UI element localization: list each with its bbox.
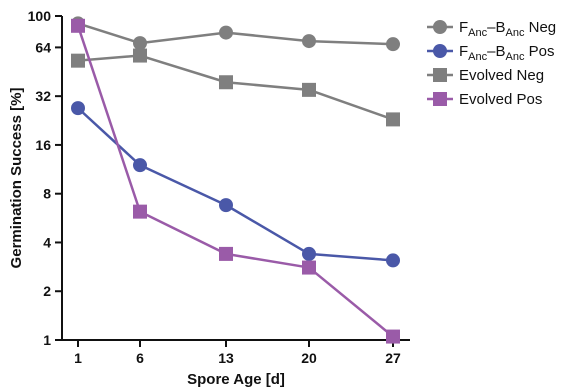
legend-subscript: Anc <box>506 27 525 39</box>
legend-label: FAnc–BAnc Pos <box>459 43 554 63</box>
legend-marker <box>433 92 447 106</box>
series-0 <box>71 16 400 52</box>
x-tick-label: 20 <box>301 350 317 366</box>
data-point <box>71 53 85 68</box>
legend-marker <box>433 68 447 82</box>
y-tick-label: 64 <box>35 39 51 55</box>
y-tick-label: 4 <box>43 234 51 250</box>
data-point <box>386 112 400 127</box>
legend-text-part: – <box>487 19 496 36</box>
legend-text-part: Pos <box>524 43 554 60</box>
x-tick-label: 6 <box>136 350 144 366</box>
legend-subscript: Anc <box>468 51 487 63</box>
legend-text-part: B <box>495 19 505 36</box>
data-point <box>386 37 400 52</box>
y-tick-label: 1 <box>43 332 51 348</box>
data-point <box>302 82 316 97</box>
x-tick-label: 1 <box>74 350 82 366</box>
plot-area <box>71 16 400 344</box>
legend-text-part: Neg <box>524 19 556 36</box>
legend-text-part: F <box>459 19 468 36</box>
series-3 <box>71 18 400 344</box>
data-point <box>219 198 233 213</box>
series-1 <box>71 101 400 268</box>
y-tick-label: 16 <box>35 137 51 153</box>
legend-marker <box>433 20 447 34</box>
data-point <box>219 75 233 90</box>
x-ticks: 1 6 13 20 27 <box>74 340 401 366</box>
data-point <box>71 101 85 116</box>
legend-label: Evolved Pos <box>459 91 542 108</box>
data-point <box>219 25 233 40</box>
y-tick-label: 100 <box>28 8 52 24</box>
series-2 <box>71 48 400 127</box>
legend-text-part: B <box>495 43 505 60</box>
legend-text-part: – <box>487 43 496 60</box>
series-line <box>76 25 394 338</box>
data-point <box>219 246 233 261</box>
axes <box>61 16 410 341</box>
data-point <box>302 260 316 275</box>
data-point <box>386 253 400 268</box>
legend-subscript: Anc <box>468 27 487 39</box>
legend-text-part: F <box>459 43 468 60</box>
data-point <box>133 158 147 173</box>
x-axis-title: Spore Age [d] <box>187 371 285 388</box>
x-tick-label: 27 <box>385 350 401 366</box>
data-point <box>133 204 147 219</box>
x-tick-label: 13 <box>218 350 234 366</box>
data-point <box>133 36 147 51</box>
y-tick-label: 8 <box>43 186 51 202</box>
series-line <box>77 22 394 46</box>
legend-marker <box>433 44 447 58</box>
data-point <box>71 18 85 33</box>
data-point <box>133 48 147 63</box>
y-ticks: 1 2 4 8 16 32 64 100 <box>28 8 62 348</box>
data-point <box>386 329 400 344</box>
y-tick-label: 32 <box>35 88 51 104</box>
series-line <box>77 107 394 262</box>
data-point <box>302 246 316 261</box>
y-axis-title: Germination Success [%] <box>8 88 25 269</box>
legend-subscript: Anc <box>506 51 525 63</box>
y-tick-label: 2 <box>43 283 51 299</box>
legend-label: FAnc–BAnc Neg <box>459 19 556 39</box>
data-point <box>302 34 316 49</box>
series-line <box>77 54 394 121</box>
legend-label: Evolved Neg <box>459 67 544 84</box>
